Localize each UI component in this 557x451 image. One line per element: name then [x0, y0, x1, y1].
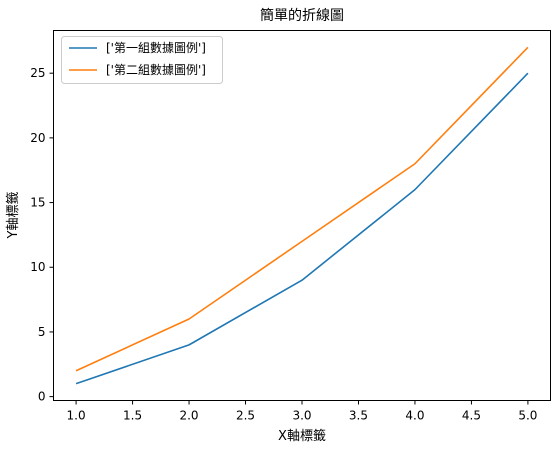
y-tick-label: 0 — [38, 390, 46, 404]
legend-label-series-2: ['第二組數據圖例'] — [106, 63, 206, 77]
y-tick-label: 25 — [30, 66, 45, 80]
x-tick-label: 3.5 — [349, 409, 368, 423]
x-tick-label: 5.0 — [518, 409, 537, 423]
x-tick-label: 3.0 — [292, 409, 311, 423]
legend: ['第一組數據圖例'] ['第二組數據圖例'] — [61, 36, 223, 84]
y-axis-label: Y軸標籤 — [6, 192, 21, 240]
y-tick-label: 15 — [30, 196, 45, 210]
y-tick-label: 5 — [38, 325, 46, 339]
x-tick-label: 4.0 — [405, 409, 424, 423]
legend-box — [61, 36, 223, 84]
chart-title: 簡單的折線圖 — [260, 8, 344, 24]
x-tick-label: 4.5 — [462, 409, 481, 423]
x-tick-label: 1.0 — [67, 409, 86, 423]
y-axis-ticks: 0 5 10 15 20 25 — [30, 66, 54, 404]
series-line-2 — [75, 46, 529, 372]
series-layer — [75, 46, 529, 385]
series-line-1 — [75, 72, 529, 385]
x-axis-ticks: 1.0 1.5 2.0 2.5 3.0 3.5 4.0 4.5 5.0 — [67, 400, 537, 423]
x-tick-label: 2.5 — [236, 409, 255, 423]
legend-label-series-1: ['第一組數據圖例'] — [106, 41, 206, 55]
x-tick-label: 1.5 — [123, 409, 142, 423]
y-tick-label: 10 — [30, 260, 45, 274]
x-tick-label: 2.0 — [179, 409, 198, 423]
x-axis-label: X軸標籤 — [278, 429, 326, 444]
y-tick-label: 20 — [30, 131, 45, 145]
